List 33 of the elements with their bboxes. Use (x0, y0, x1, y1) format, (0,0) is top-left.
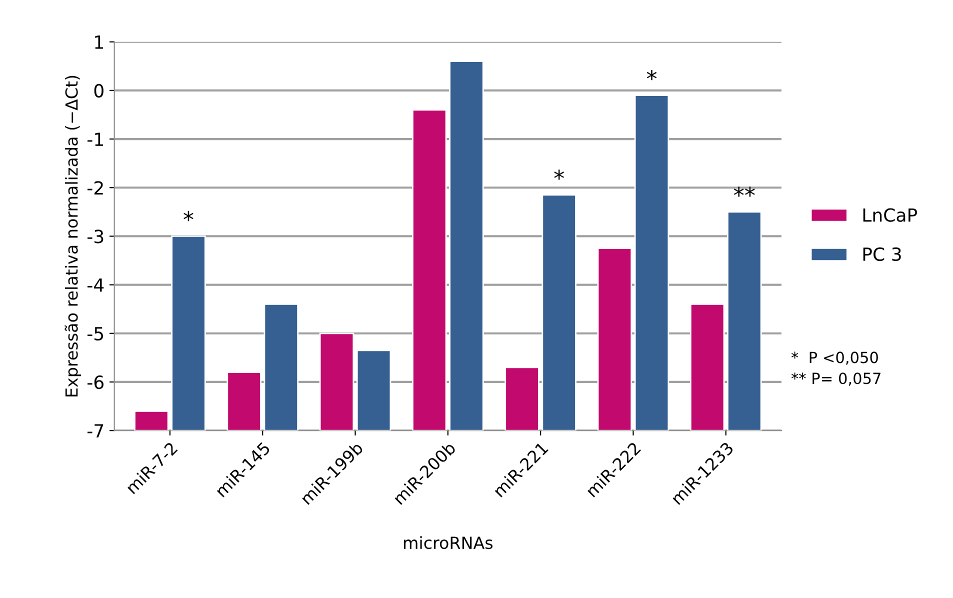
bar (134, 410, 169, 431)
y-tick-label: -1 (88, 132, 103, 146)
annotation: * (184, 210, 194, 222)
bar (542, 194, 576, 431)
y-axis-title: Expressão relativa normalizada (−ΔCt) (64, 76, 82, 396)
annotation: * (646, 70, 657, 80)
text: * P <0,050 (791, 352, 878, 365)
legend-label: LnCaP (863, 208, 918, 222)
bar (597, 248, 632, 431)
bar (171, 236, 206, 431)
text: ** P= 0,057 (791, 372, 880, 386)
annotation: ** (734, 186, 755, 197)
bar (264, 304, 299, 431)
y-tick-label: 0 (94, 84, 104, 98)
bar (226, 372, 262, 431)
bar (504, 366, 540, 431)
legend-label: PC 3 (863, 247, 901, 262)
y-tick-label: -7 (88, 424, 104, 438)
y-tick-label: -6 (88, 375, 104, 390)
y-tick-label: -3 (88, 230, 104, 244)
bar (727, 211, 762, 431)
bar (319, 332, 354, 431)
bar (412, 109, 447, 431)
bar (449, 60, 484, 431)
annotation: * (554, 170, 564, 180)
x-axis-title: microRNAs (404, 536, 493, 550)
bar (634, 94, 670, 431)
bar (690, 304, 725, 431)
y-tick-label: -5 (88, 327, 104, 340)
y-tick-label: -4 (88, 278, 104, 292)
y-tick-label: -2 (88, 181, 103, 194)
y-tick-label: 1 (95, 36, 103, 49)
bar (356, 350, 392, 431)
